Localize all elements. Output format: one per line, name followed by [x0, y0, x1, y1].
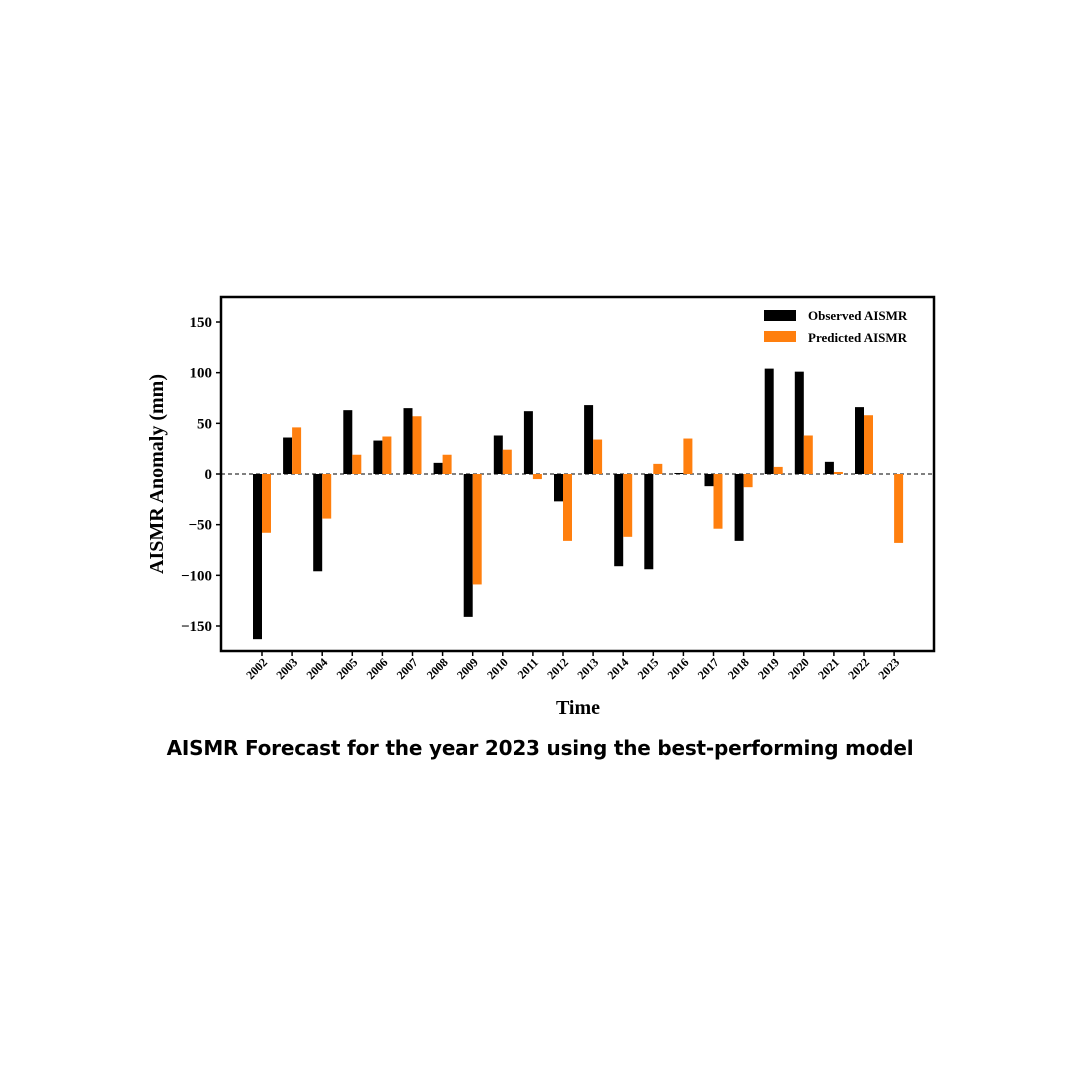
bar-predicted-2016 — [683, 438, 693, 474]
legend-label-predicted: Predicted AISMR — [808, 330, 908, 345]
legend-swatch-observed — [764, 310, 796, 321]
x-tick-label: 2019 — [755, 655, 782, 682]
x-tick-label: 2021 — [815, 655, 842, 682]
legend-label-observed: Observed AISMR — [808, 308, 908, 323]
plot-frame — [219, 295, 936, 653]
bar-observed-2002 — [253, 474, 262, 640]
bar-observed-2011 — [523, 411, 533, 474]
x-tick-label: 2007 — [394, 655, 421, 682]
x-tick-label: 2010 — [484, 655, 511, 682]
bar-predicted-2012 — [563, 474, 572, 541]
bar-predicted-2009 — [472, 474, 482, 585]
bar-observed-2017 — [704, 474, 714, 487]
x-tick-label: 2020 — [785, 655, 812, 682]
x-tick-label: 2009 — [454, 655, 481, 682]
x-axis-label: Time — [556, 697, 600, 719]
legend: Observed AISMR Predicted AISMR — [764, 308, 908, 345]
x-tick-label: 2022 — [845, 655, 872, 682]
bar-predicted-2019 — [773, 466, 783, 474]
bar-observed-2018 — [734, 474, 744, 541]
bar-observed-2016 — [674, 472, 684, 474]
bar-observed-2022 — [855, 407, 864, 474]
bar-observed-2004 — [313, 474, 323, 572]
x-tick-label: 2011 — [515, 655, 541, 681]
x-tick-label: 2018 — [725, 655, 752, 682]
bar-predicted-2005 — [352, 454, 362, 474]
x-tick-label: 2003 — [273, 655, 300, 682]
bar-observed-2010 — [493, 435, 503, 474]
x-tick-label: 2012 — [544, 655, 571, 682]
x-tick-label: 2023 — [875, 655, 902, 682]
bar-predicted-2006 — [382, 436, 392, 474]
y-tick-label: 50 — [197, 416, 212, 432]
bar-observed-2009 — [463, 474, 473, 617]
x-tick-label: 2008 — [424, 655, 451, 682]
y-axis-label: AISMR Anomaly (mm) — [146, 374, 168, 574]
y-tick-label: 100 — [190, 366, 213, 382]
bar-observed-2003 — [283, 437, 293, 474]
bar-predicted-2014 — [623, 474, 633, 537]
bar-predicted-2008 — [442, 454, 452, 474]
bar-predicted-2022 — [864, 415, 873, 474]
x-tick-label: 2017 — [695, 655, 722, 682]
bar-observed-2014 — [614, 474, 624, 567]
bar-observed-2015 — [644, 474, 654, 570]
bar-observed-2008 — [433, 462, 443, 474]
bar-predicted-2003 — [292, 427, 302, 474]
y-tick-label: −150 — [181, 619, 212, 635]
bar-predicted-2015 — [653, 463, 663, 474]
figure-caption: AISMR Forecast for the year 2023 using t… — [166, 736, 914, 760]
x-tick-label: 2016 — [665, 655, 692, 682]
bar-predicted-2010 — [502, 449, 512, 474]
x-tick-label: 2015 — [635, 655, 662, 682]
bar-observed-2019 — [764, 368, 774, 474]
bar-predicted-2023 — [894, 474, 904, 543]
legend-swatch-predicted — [764, 331, 796, 342]
bar-observed-2005 — [343, 410, 353, 474]
x-tick-label: 2002 — [243, 655, 270, 682]
x-tick-label: 2014 — [604, 655, 631, 682]
bar-predicted-2017 — [713, 474, 723, 529]
bar-observed-2007 — [403, 408, 413, 474]
y-tick-label: −50 — [188, 518, 212, 534]
x-tick-label: 2005 — [334, 655, 361, 682]
bar-predicted-2004 — [322, 474, 332, 519]
bar-predicted-2013 — [593, 439, 603, 474]
bar-observed-2020 — [794, 371, 804, 474]
x-tick-label: 2006 — [364, 655, 391, 682]
bar-observed-2006 — [373, 440, 383, 474]
bar-predicted-2007 — [412, 416, 422, 474]
y-tick-label: 150 — [190, 315, 213, 331]
y-tick-label: 0 — [205, 467, 213, 483]
bar-predicted-2018 — [743, 474, 753, 488]
bar-observed-2021 — [824, 461, 834, 474]
bar-predicted-2011 — [532, 474, 542, 480]
x-tick-label: 2013 — [574, 655, 601, 682]
bar-observed-2013 — [584, 405, 594, 474]
y-tick-label: −100 — [181, 568, 212, 584]
bar-predicted-2020 — [803, 435, 813, 474]
bar-observed-2012 — [554, 474, 563, 502]
bar-predicted-2002 — [262, 474, 271, 533]
bar-predicted-2021 — [833, 471, 843, 474]
x-tick-label: 2004 — [303, 655, 330, 682]
